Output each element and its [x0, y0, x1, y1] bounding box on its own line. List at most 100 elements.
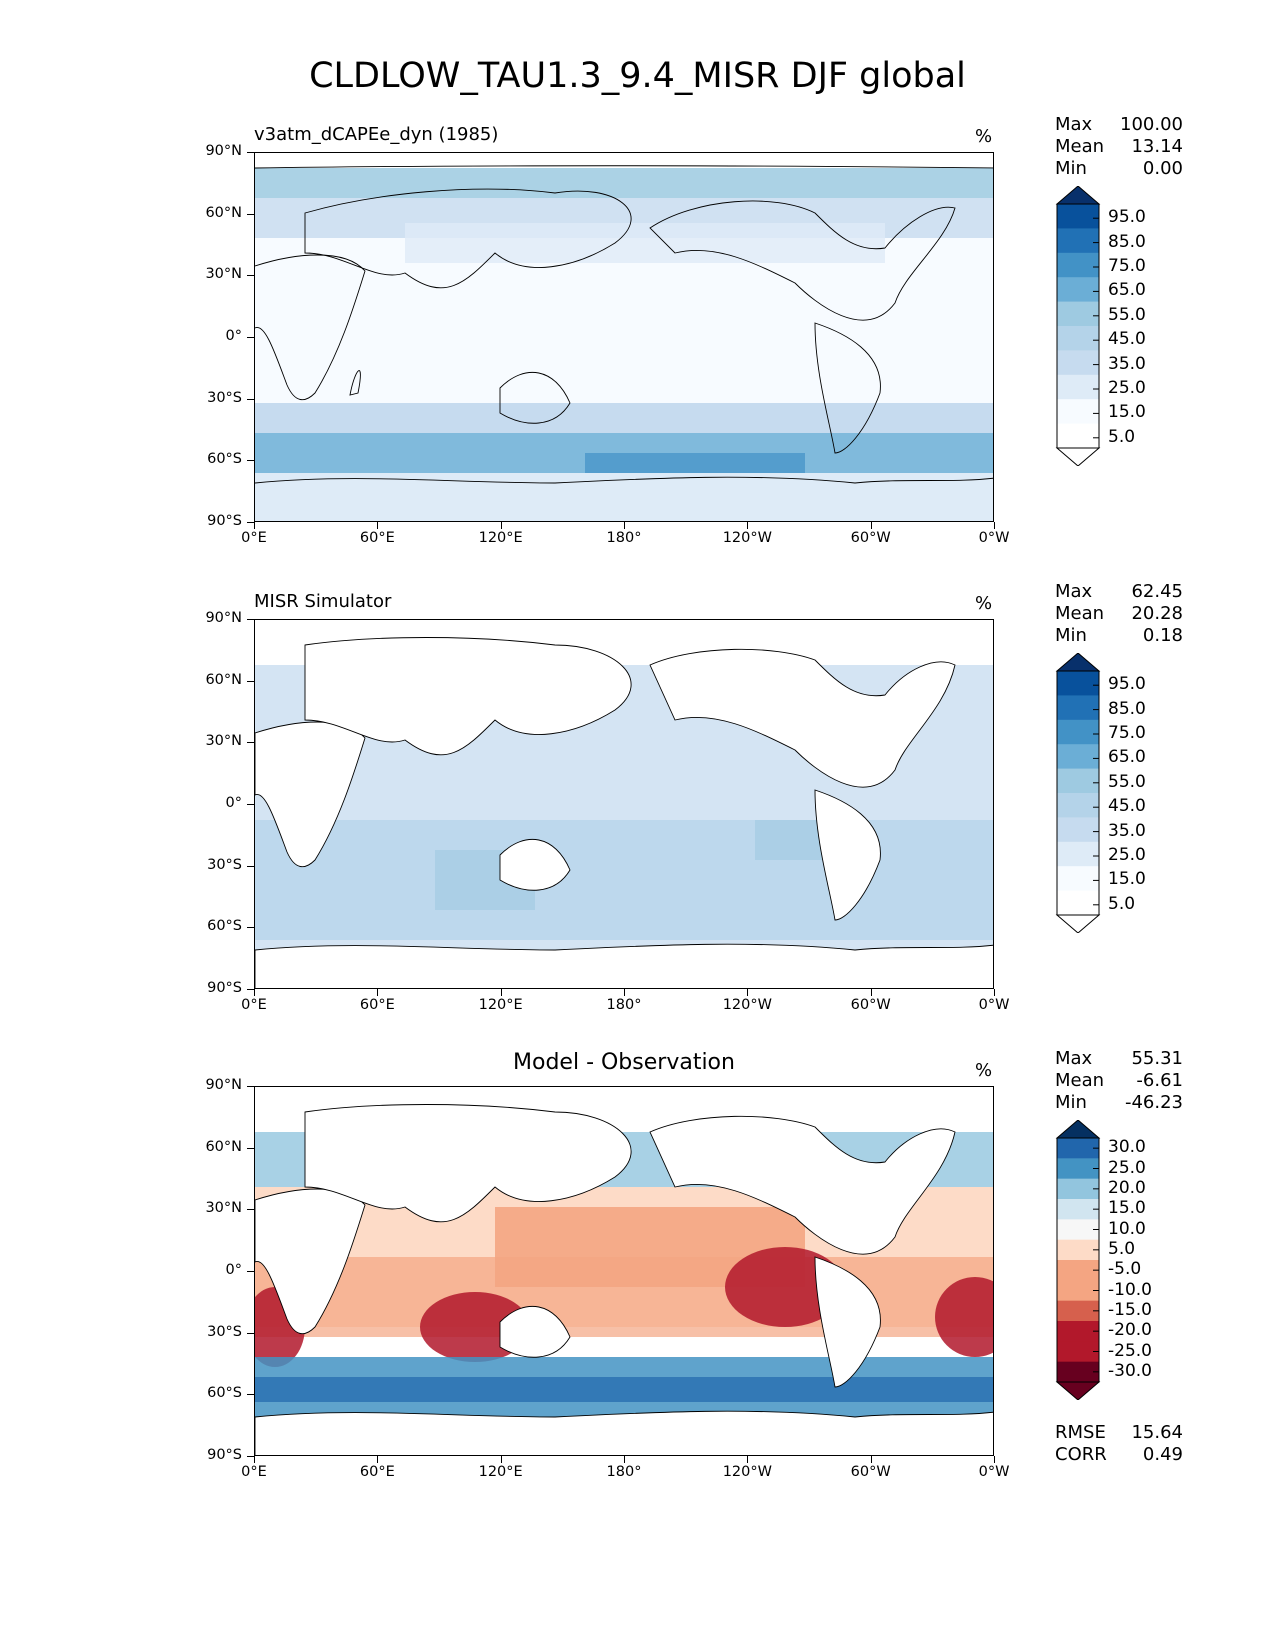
lon-tick-label: 180°: [606, 997, 642, 1013]
colorbar-cell: [1057, 1138, 1099, 1159]
colorbar-cell: [1057, 1219, 1099, 1241]
lat-tick-mark: [247, 398, 254, 400]
colorbar-cell: [1057, 204, 1099, 229]
lat-tick-mark: [247, 337, 254, 338]
lon-tick-label: 120°E: [478, 530, 523, 546]
map-field-difference: [255, 1087, 993, 1455]
colorbar-graphic: [1055, 1120, 1101, 1400]
land-mask-reference: [255, 637, 993, 988]
lon-tick-label: 0°W: [978, 530, 1010, 546]
lon-tick-label: 120°W: [722, 1464, 772, 1480]
lat-tick-mark: [247, 865, 254, 867]
stat-row: Min 0.18: [1055, 625, 1183, 647]
lat-tick-mark: [247, 1456, 254, 1457]
lat-tick-label: 60°N: [205, 204, 242, 221]
lat-tick-label: 30°S: [207, 856, 242, 873]
colorbar-cell: [1057, 374, 1099, 400]
colorbar-cell: [1057, 671, 1099, 696]
colorbar-cell: [1057, 744, 1099, 770]
colorbar-tick-label: 25.0: [1108, 845, 1146, 865]
colorbar-tick-label: 55.0: [1108, 771, 1146, 792]
lat-tick-label: 60°S: [207, 1385, 242, 1402]
colorbar-extend-top: [1055, 1120, 1101, 1139]
lon-tick-mark: [870, 1456, 872, 1463]
colorbar-cell: [1057, 793, 1099, 818]
colorbar-cell: [1057, 326, 1099, 351]
lat-tick-mark: [247, 619, 254, 620]
lon-tick-label: 180°: [606, 1464, 642, 1480]
lat-tick-mark: [247, 522, 254, 523]
lat-tick-mark: [247, 1271, 254, 1272]
colorbar-graphic: [1055, 653, 1101, 933]
lon-tick-label: 120°W: [722, 530, 772, 546]
colorbar-cell: [1057, 399, 1099, 425]
colorbar-outline: [1056, 1137, 1100, 1383]
lat-tick-mark: [247, 927, 254, 929]
colorbar-cell: [1057, 1260, 1099, 1281]
colorbar-cell: [1057, 423, 1099, 449]
lat-tick-mark: [247, 989, 254, 990]
stat-row: Max 55.31: [1055, 1048, 1183, 1070]
lon-tick-mark: [254, 522, 255, 529]
colorbar-cell: [1057, 350, 1099, 376]
lat-tick-label: 90°S: [207, 1447, 242, 1463]
colorbar-cell: [1057, 1321, 1099, 1342]
lat-tick-mark: [247, 275, 254, 277]
colorbar-extend-top: [1055, 186, 1101, 205]
lon-tick-label: 120°W: [722, 997, 772, 1013]
stat-value: 20.28: [1131, 603, 1183, 624]
lon-tick-mark: [747, 1456, 749, 1463]
lon-tick-mark: [624, 1456, 625, 1463]
colorbar-graphic: [1055, 186, 1101, 466]
colorbar-tick-label: 25.0: [1108, 1157, 1146, 1178]
lon-tick-label: 0°E: [241, 997, 267, 1013]
lat-tick-mark: [247, 1086, 254, 1087]
colorbar: [1055, 186, 1101, 466]
colorbar-tick-label: -5.0: [1108, 1259, 1142, 1280]
lon-tick-mark: [994, 1456, 995, 1463]
lat-tick-label: 0°: [225, 1262, 242, 1278]
stat-name: RMSE: [1055, 1422, 1106, 1443]
error-stats-block: RMSE 15.64 CORR 0.49: [1055, 1422, 1183, 1466]
colorbar-cell: [1057, 228, 1099, 254]
lon-tick-mark: [377, 989, 379, 996]
colorbar-tick-label: -10.0: [1108, 1279, 1152, 1300]
panel-label: v3atm_dCAPEe_dyn (1985): [254, 124, 499, 145]
lat-tick-label: 90°N: [205, 610, 242, 626]
colorbar-cell: [1057, 301, 1099, 327]
map-reference: [254, 619, 994, 989]
stat-row: Min 0.00: [1055, 158, 1183, 180]
lon-tick-label: 180°: [606, 530, 642, 546]
lon-tick-mark: [747, 989, 749, 996]
colorbar-extend-bottom: [1055, 447, 1101, 466]
colorbar-cell: [1057, 1300, 1099, 1322]
colorbar-cell: [1057, 252, 1099, 278]
lon-tick-mark: [994, 989, 995, 996]
colorbar-tick-label: 35.0: [1108, 353, 1146, 374]
colorbar-cell: [1057, 1341, 1099, 1363]
lon-tick-mark: [377, 522, 379, 529]
stat-name: Min: [1055, 1092, 1087, 1113]
stat-row: Max 100.00: [1055, 114, 1183, 136]
colorbar-cell: [1057, 1158, 1099, 1180]
lon-tick-label: 0°E: [241, 1464, 267, 1480]
colorbar-tick-label: 75.0: [1108, 256, 1146, 276]
lat-tick-label: 60°S: [207, 451, 242, 468]
lat-tick-label: 90°S: [207, 980, 242, 996]
lat-tick-mark: [247, 152, 254, 153]
lon-tick-label: 60°E: [359, 1464, 395, 1480]
panel-title: Model - Observation: [513, 1050, 735, 1075]
lon-tick-label: 60°E: [359, 530, 395, 546]
units-label: %: [975, 126, 993, 147]
lat-tick-label: 30°N: [205, 266, 242, 283]
colorbar-tick-label: 5.0: [1108, 1238, 1136, 1259]
colorbar-extend-bottom: [1055, 914, 1101, 933]
colorbar-extend-bottom: [1055, 1381, 1101, 1400]
stat-value: 62.45: [1131, 581, 1183, 602]
colorbar: [1055, 1120, 1101, 1400]
stat-value: 0.49: [1142, 1444, 1183, 1465]
colorbar-cell: [1057, 719, 1099, 745]
stat-row: Mean -6.61: [1055, 1070, 1183, 1092]
lon-tick-mark: [624, 989, 625, 996]
coastlines-test: [255, 165, 993, 484]
